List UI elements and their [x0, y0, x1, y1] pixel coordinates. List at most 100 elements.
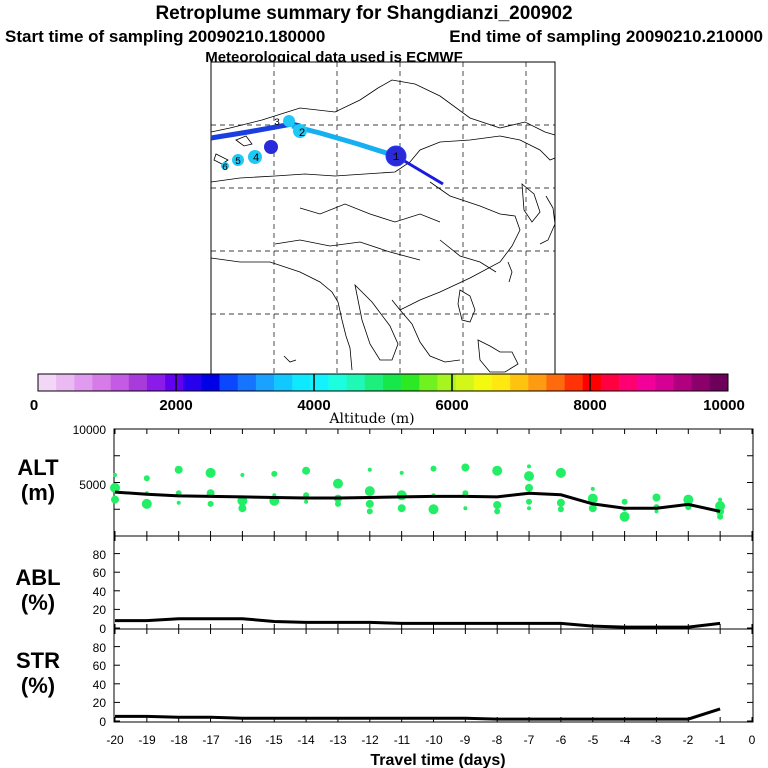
map-point-2: 2 [293, 124, 307, 140]
alt-scatter-point [587, 493, 598, 504]
colorbar-cell [255, 374, 275, 391]
abl-ytick-40: 40 [93, 585, 107, 599]
x-tick-label: -14 [297, 733, 315, 747]
abl-series-line [115, 617, 721, 629]
colorbar-tick-4000: 4000 [297, 397, 330, 414]
alt-scatter-point [652, 493, 661, 502]
str-ylabel: STR [16, 648, 60, 673]
alt-scatter-point [364, 486, 375, 497]
colorbar-tick-10000: 10000 [703, 397, 745, 414]
map-point-6-circle [221, 162, 229, 170]
x-tick-label: -3 [651, 733, 662, 747]
str-panel-frame [113, 628, 754, 723]
colorbar-cell [383, 374, 402, 391]
map-point-5: 5 [232, 154, 244, 168]
alt-series-line [114, 490, 721, 513]
alt-scatter-point [556, 498, 565, 507]
map-point-5-label: 5 [235, 157, 241, 168]
map-coastlines [210, 79, 556, 373]
str-ytick-80: 80 [93, 641, 107, 655]
x-tick-label: -20 [106, 733, 124, 747]
colorbar-cell [38, 374, 57, 391]
alt-scatter-point [462, 490, 469, 497]
str-ytick-20: 20 [93, 696, 107, 710]
alt-scatter-point [555, 467, 566, 478]
alt-scatter-point [335, 500, 341, 507]
colorbar-cell [401, 374, 420, 391]
colorbar-major-dividers [175, 374, 591, 391]
alt-scatter-point [526, 498, 532, 505]
alt-scatter-point [207, 500, 214, 507]
end-time-label: End time of sampling 20090210.210000 [449, 27, 763, 46]
abl-ytick-60: 60 [93, 566, 107, 580]
map-point-1-label: 1 [393, 152, 400, 164]
colorbar-cell [110, 374, 130, 391]
trajectory-map: 1 2 3 4 5 6 [210, 61, 556, 375]
colorbar-cell [491, 374, 511, 391]
alt-scatter-points [110, 463, 726, 522]
colorbar-cell [528, 374, 547, 391]
x-tick-label: -7 [524, 733, 535, 747]
colorbar-cell [274, 374, 293, 391]
abl-ylabel: ABL [15, 565, 60, 590]
colorbar-cell [56, 374, 75, 391]
alt-scatter-point [430, 465, 437, 472]
colorbar-cell [510, 374, 529, 391]
map-point-5-circle [232, 154, 244, 166]
x-tick-label: -10 [425, 733, 443, 747]
map-point-7 [264, 140, 278, 154]
colorbar-cell [437, 374, 456, 391]
map-point-3-circle [283, 115, 295, 127]
alt-scatter-point [143, 475, 150, 482]
alt-scatter-point [492, 465, 503, 476]
str-ytick-40: 40 [93, 678, 107, 692]
colorbar-cell [619, 374, 638, 391]
map-point-7-circle [264, 140, 278, 154]
colorbar-tick-2000: 2000 [159, 397, 192, 414]
alt-scatter-point [718, 497, 723, 502]
colorbar-tick-0: 0 [30, 397, 38, 414]
chart-title: Retroplume summary for Shangdianzi_20090… [155, 3, 572, 24]
x-tick-labels: -20 -19 -18 -17 -16 -15 -14 -13 -12 -11 … [106, 733, 755, 747]
x-tick-label: -13 [329, 733, 347, 747]
alt-scatter-point [238, 504, 247, 513]
map-point-4-circle [248, 150, 262, 164]
alt-scatter-point [557, 506, 564, 513]
x-tick-label: -1 [715, 733, 726, 747]
x-tick-label: -12 [361, 733, 379, 747]
str-series-line [115, 707, 721, 721]
colorbar-cell [183, 374, 202, 391]
alt-ylabel-unit: (m) [21, 480, 55, 505]
alt-scatter-point [525, 483, 533, 492]
colorbar-cell [455, 374, 475, 391]
alt-scatter-point [110, 482, 120, 493]
abl-ytick-80: 80 [93, 548, 107, 562]
alt-scatter-point [205, 467, 216, 478]
alt-scatter-point [527, 506, 531, 511]
x-axis-label: Travel time (days) [370, 752, 505, 768]
map-point-6-label: 6 [222, 163, 228, 174]
map-point-1-circle [385, 145, 407, 167]
colorbar-cell [473, 374, 493, 391]
alt-scatter-point [493, 501, 502, 509]
altitude-colorbar [38, 374, 729, 391]
colorbar-cell [546, 374, 565, 391]
x-tick-label: -5 [588, 733, 599, 747]
alt-scatter-point [527, 464, 531, 469]
alt-scatter-point [588, 504, 597, 513]
colorbar-cell [419, 374, 438, 391]
str-ytick-0: 0 [99, 715, 106, 729]
colorbar-cell [655, 374, 674, 391]
alt-scatter-point [304, 499, 309, 504]
alt-scatter-point [365, 499, 374, 508]
alt-scatter-point [621, 498, 628, 505]
x-tick-label: 0 [749, 733, 756, 747]
alt-scatter-point [141, 498, 152, 509]
alt-scatter-point [111, 495, 119, 504]
x-tick-label: -11 [394, 733, 411, 747]
alt-scatter-point [366, 508, 373, 515]
colorbar-cell [165, 374, 184, 391]
colorbar-cell [673, 374, 692, 391]
alt-scatter-point [113, 473, 117, 477]
